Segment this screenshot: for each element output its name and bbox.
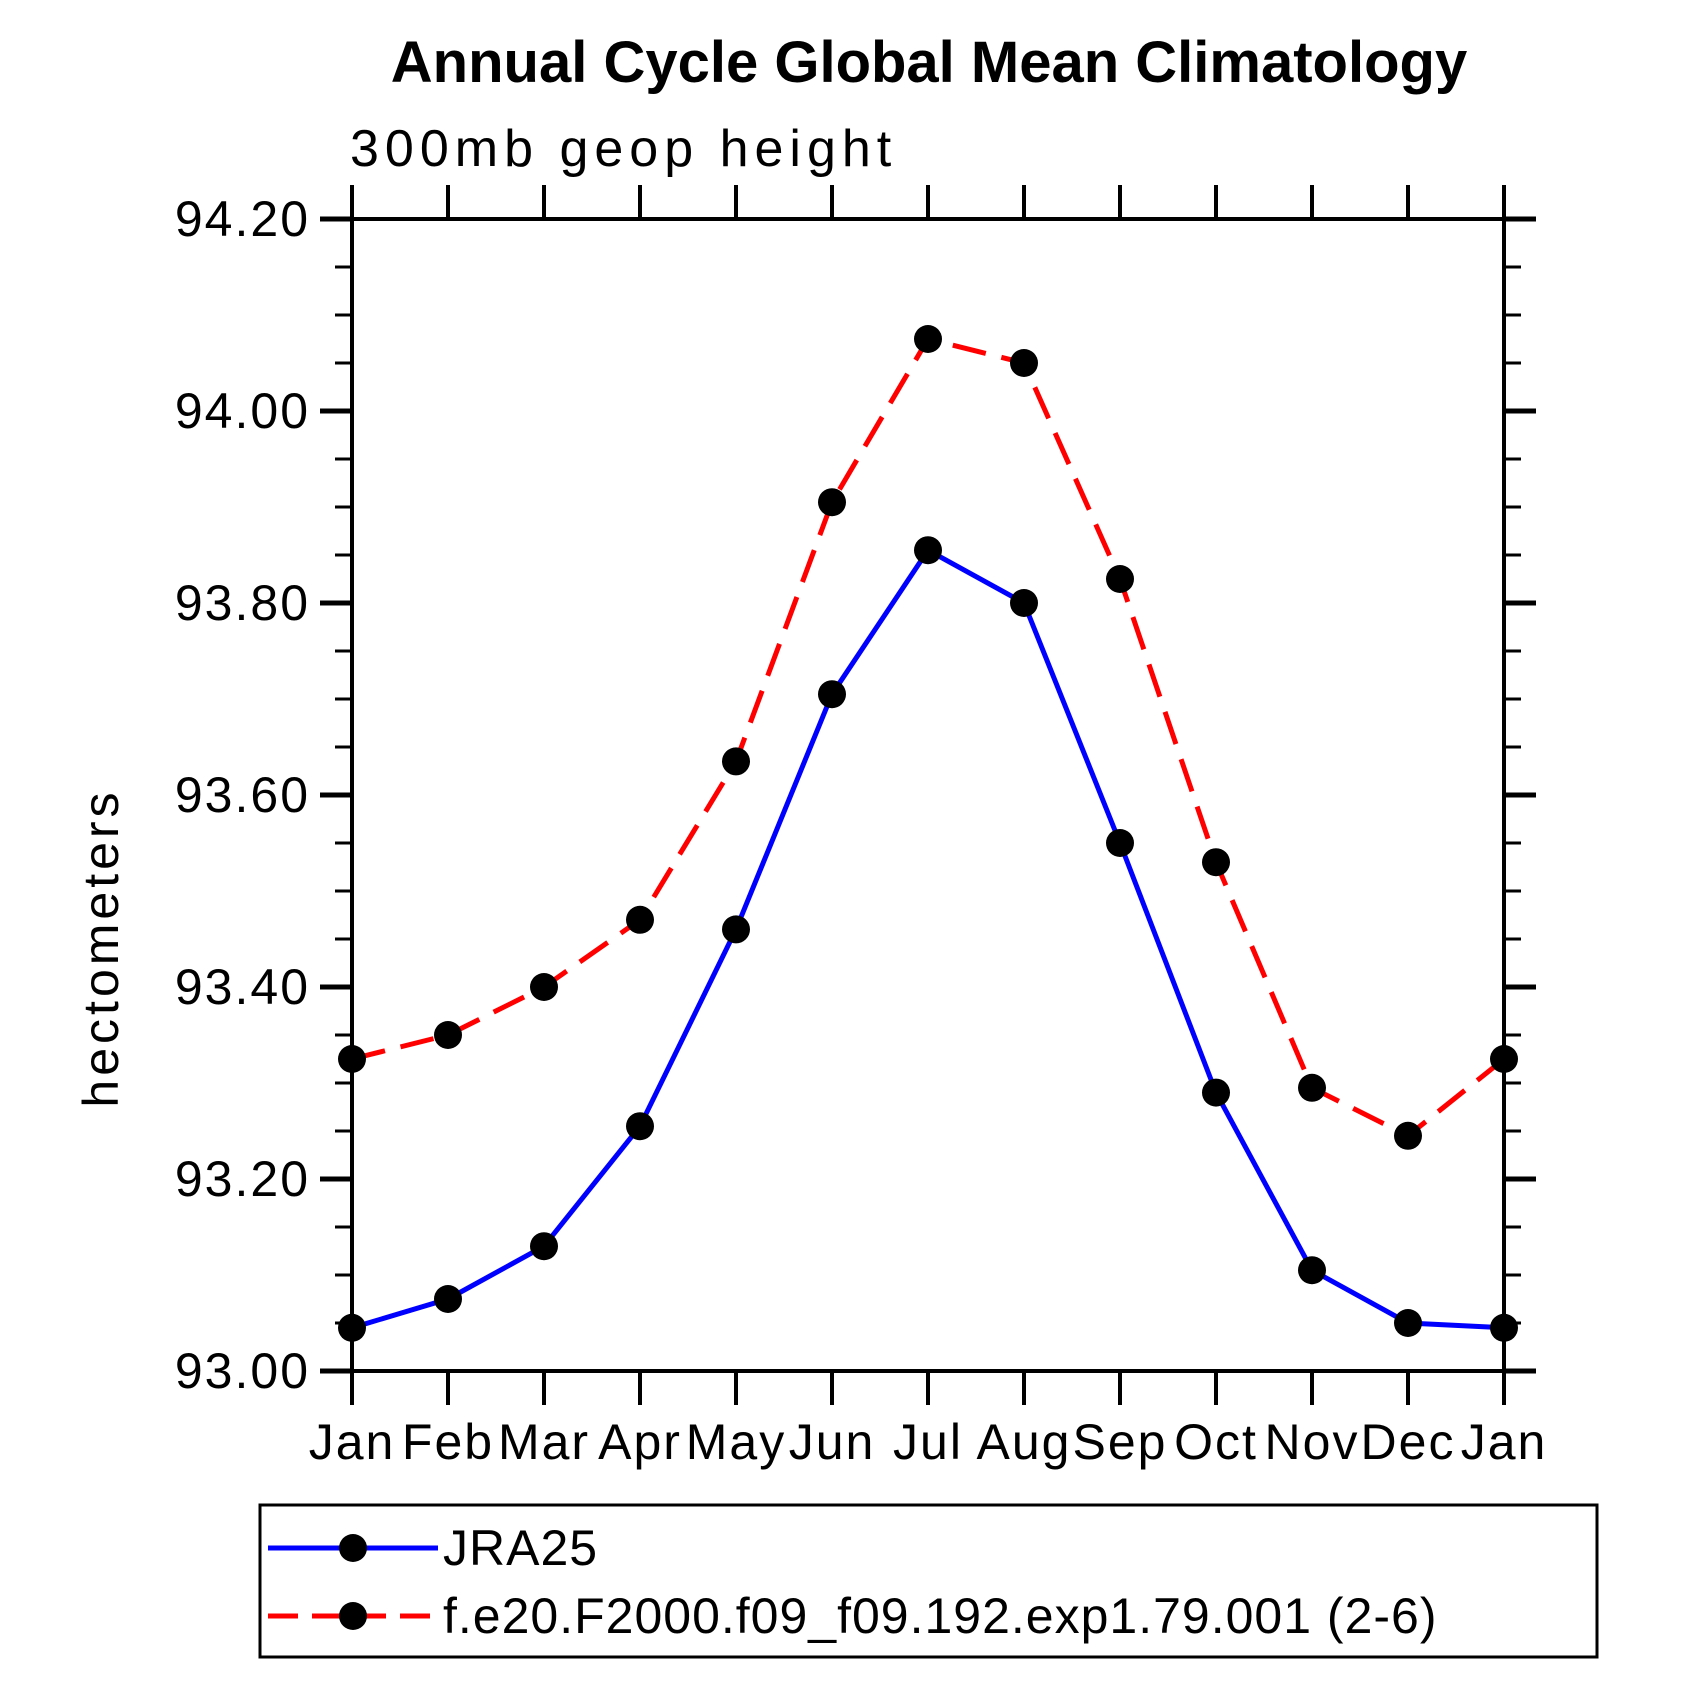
x-tick-label: Jul bbox=[893, 1414, 963, 1470]
plot-frame bbox=[350, 217, 1506, 1373]
data-point-marker bbox=[722, 747, 750, 776]
x-tick-label: May bbox=[686, 1414, 786, 1470]
data-point-marker bbox=[1394, 1121, 1422, 1150]
series-line-model bbox=[351, 336, 1506, 1139]
data-point-marker bbox=[1010, 349, 1038, 377]
data-point-marker bbox=[818, 488, 846, 517]
data-point-marker bbox=[530, 1232, 558, 1261]
data-point-marker bbox=[914, 325, 942, 353]
data-point-marker bbox=[722, 915, 750, 944]
x-tick-label: Jun bbox=[789, 1414, 876, 1470]
y-axis-label: hectometers bbox=[73, 788, 129, 1107]
x-tick-label: Apr bbox=[598, 1414, 682, 1470]
y-tick-label: 94.00 bbox=[175, 383, 310, 439]
y-tick-label: 93.80 bbox=[175, 575, 310, 631]
x-tick-label: Feb bbox=[402, 1414, 494, 1470]
x-tick-label: Dec bbox=[1361, 1414, 1456, 1470]
data-point-marker bbox=[338, 1313, 366, 1342]
data-point-marker bbox=[530, 973, 558, 1001]
data-point-marker bbox=[626, 1112, 654, 1141]
data-point-marker bbox=[626, 905, 654, 934]
data-point-marker bbox=[1298, 1073, 1326, 1102]
legend-marker-sample bbox=[339, 1602, 367, 1630]
data-point-marker bbox=[1010, 589, 1038, 617]
y-tick-label: 93.40 bbox=[175, 959, 310, 1015]
legend-marker-sample bbox=[339, 1534, 367, 1562]
y-tick-label: 93.00 bbox=[175, 1343, 310, 1399]
data-point-marker bbox=[1106, 565, 1134, 593]
data-point-marker bbox=[338, 1045, 366, 1073]
x-tick-label: Jan bbox=[309, 1414, 396, 1470]
data-point-marker bbox=[1490, 1045, 1518, 1073]
data-point-marker bbox=[434, 1021, 462, 1049]
y-tick-label: 94.20 bbox=[175, 191, 310, 247]
data-point-marker bbox=[914, 536, 942, 565]
data-point-marker bbox=[818, 680, 846, 709]
chart-title: Annual Cycle Global Mean Climatology bbox=[391, 30, 1467, 95]
chart-subtitle: 300mb geop height bbox=[350, 120, 897, 178]
x-tick-label: Nov bbox=[1265, 1414, 1360, 1470]
data-point-marker bbox=[1106, 829, 1134, 857]
data-point-marker bbox=[434, 1285, 462, 1313]
x-tick-label: Mar bbox=[498, 1414, 590, 1470]
data-point-marker bbox=[1490, 1313, 1518, 1342]
x-tick-label: Jan bbox=[1461, 1414, 1548, 1470]
legend-label: f.e20.F2000.f09_f09.192.exp1.79.001 (2-6… bbox=[443, 1588, 1438, 1644]
y-tick-label: 93.60 bbox=[175, 767, 310, 823]
series-line-jra25 bbox=[351, 546, 1505, 1331]
legend-label: JRA25 bbox=[443, 1520, 598, 1576]
y-tick-label: 93.20 bbox=[175, 1151, 310, 1207]
data-point-marker bbox=[1202, 1078, 1230, 1107]
data-point-marker bbox=[1394, 1309, 1422, 1337]
x-tick-label: Sep bbox=[1073, 1414, 1168, 1470]
data-point-marker bbox=[1298, 1256, 1326, 1285]
x-tick-label: Aug bbox=[977, 1414, 1072, 1470]
x-tick-label: Oct bbox=[1174, 1414, 1258, 1470]
legend-box bbox=[258, 1503, 1599, 1659]
data-point-marker bbox=[1202, 848, 1230, 877]
